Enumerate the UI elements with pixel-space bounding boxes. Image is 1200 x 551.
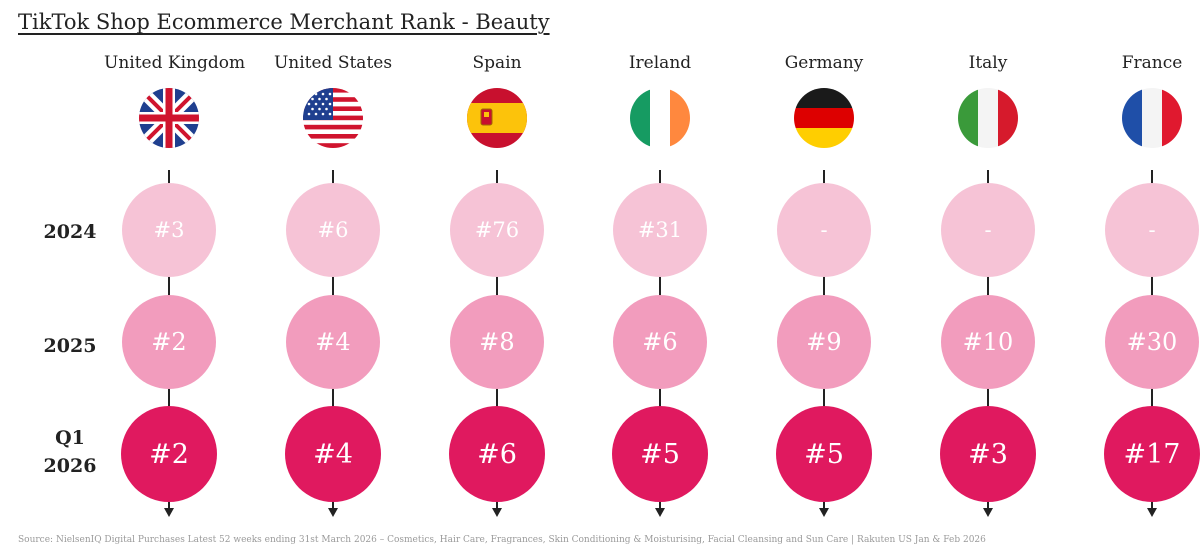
- ireland-flag-icon: [630, 88, 690, 148]
- rank-q1-2026-badge: #6: [449, 406, 545, 502]
- rank-2025-badge: #2: [122, 295, 216, 389]
- rank-2024-badge: -: [777, 183, 871, 277]
- country-name: France: [1121, 53, 1183, 73]
- rank-2025-badge: #9: [777, 295, 871, 389]
- rank-2024-badge: -: [941, 183, 1035, 277]
- row-label-q1-2026: Q1 2026: [43, 427, 97, 477]
- country-name: Spain: [472, 53, 522, 73]
- spain-flag-icon: [467, 88, 527, 148]
- rank-q1-2026-badge: #4: [285, 406, 381, 502]
- source-note: Source: NielsenIQ Digital Purchases Late…: [18, 535, 986, 545]
- country-column-italy: Italy - #10 #3: [923, 0, 1053, 551]
- rank-q1-2026-badge: #5: [776, 406, 872, 502]
- uk-flag-icon: [139, 88, 199, 148]
- country-name: Germany: [784, 53, 864, 73]
- row-label-2025: 2025: [43, 335, 97, 357]
- rank-2025-badge: #4: [286, 295, 380, 389]
- country-name: Ireland: [628, 53, 692, 73]
- france-flag-icon: [1122, 88, 1182, 148]
- rank-q1-2026-badge: #2: [121, 406, 217, 502]
- country-column-spain: Spain #76 #8 #6: [432, 0, 562, 551]
- rank-2024-badge: #31: [613, 183, 707, 277]
- rank-2025-badge: #6: [613, 295, 707, 389]
- country-column-france: France - #30 #17: [1087, 0, 1200, 551]
- us-flag-icon: [303, 88, 363, 148]
- timeline-arrow-icon: [492, 508, 502, 517]
- italy-flag-icon: [958, 88, 1018, 148]
- country-column-us: United States #6 #4 #4: [268, 0, 398, 551]
- rank-2024-badge: #6: [286, 183, 380, 277]
- timeline-arrow-icon: [328, 508, 338, 517]
- row-label-2024: 2024: [43, 221, 97, 243]
- rank-q1-2026-badge: #3: [940, 406, 1036, 502]
- rank-2024-badge: -: [1105, 183, 1199, 277]
- timeline-arrow-icon: [983, 508, 993, 517]
- country-name: United States: [273, 53, 393, 73]
- country-name: Italy: [968, 53, 1008, 73]
- rank-2025-badge: #30: [1105, 295, 1199, 389]
- germany-flag-icon: [794, 88, 854, 148]
- timeline-arrow-icon: [819, 508, 829, 517]
- country-name: United Kingdom: [104, 53, 246, 73]
- timeline-arrow-icon: [164, 508, 174, 517]
- country-column-uk: United Kingdom #3 #2 #2: [104, 0, 246, 551]
- rank-2024-badge: #76: [450, 183, 544, 277]
- timeline-arrow-icon: [1147, 508, 1157, 517]
- page-title: TikTok Shop Ecommerce Merchant Rank - Be…: [18, 10, 550, 34]
- country-column-germany: Germany - #9 #5: [759, 0, 889, 551]
- rank-q1-2026-badge: #5: [612, 406, 708, 502]
- rank-2024-badge: #3: [122, 183, 216, 277]
- timeline-arrow-icon: [655, 508, 665, 517]
- country-column-ireland: Ireland #31 #6 #5: [595, 0, 725, 551]
- rank-2025-badge: #10: [941, 295, 1035, 389]
- rank-q1-2026-badge: #17: [1104, 406, 1200, 502]
- rank-2025-badge: #8: [450, 295, 544, 389]
